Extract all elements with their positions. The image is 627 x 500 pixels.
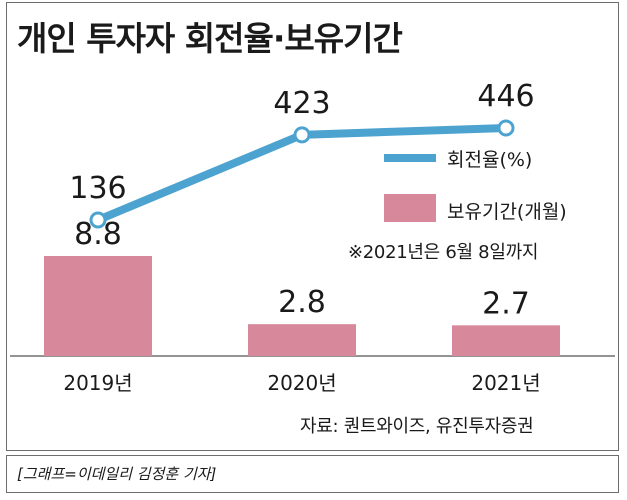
legend-bar-label: 보유기간(개월) [447,201,567,223]
x-tick-2019년: 2019년 [63,371,132,395]
chart-frame [6,2,619,451]
line-label-2020년: 423 [273,86,330,121]
chart-title: 개인 투자자 회전율·보유기간 [17,19,403,58]
bar-2020년 [248,324,356,356]
legend-line-label: 회전율(%) [447,149,533,171]
bar-2019년 [44,256,152,356]
x-tick-2020년: 2020년 [267,371,336,395]
line-point-2020년 [293,126,311,144]
credit-bar: [그래프=이데일리 김정훈 기자] [6,455,619,493]
bar-2021년 [452,325,560,356]
x-tick-2021년: 2021년 [471,371,540,395]
bar-label-2021년: 2.7 [482,286,530,321]
line-point-2019년 [89,211,107,229]
chart-source: 자료: 퀀트와이즈, 유진투자증권 [300,416,534,437]
bar-label-2019년: 8.8 [74,217,122,252]
bar-label-2020년: 2.8 [278,285,326,320]
line-label-2019년: 136 [69,171,126,206]
legend-bar-swatch [384,194,436,222]
line-label-2021년: 446 [477,79,534,114]
line-point-2021년 [497,119,515,137]
chart-note: ※2021년은 6월 8일까지 [348,242,539,263]
legend-line-swatch [384,154,436,162]
credit-text: [그래프=이데일리 김정훈 기자] [17,465,217,483]
